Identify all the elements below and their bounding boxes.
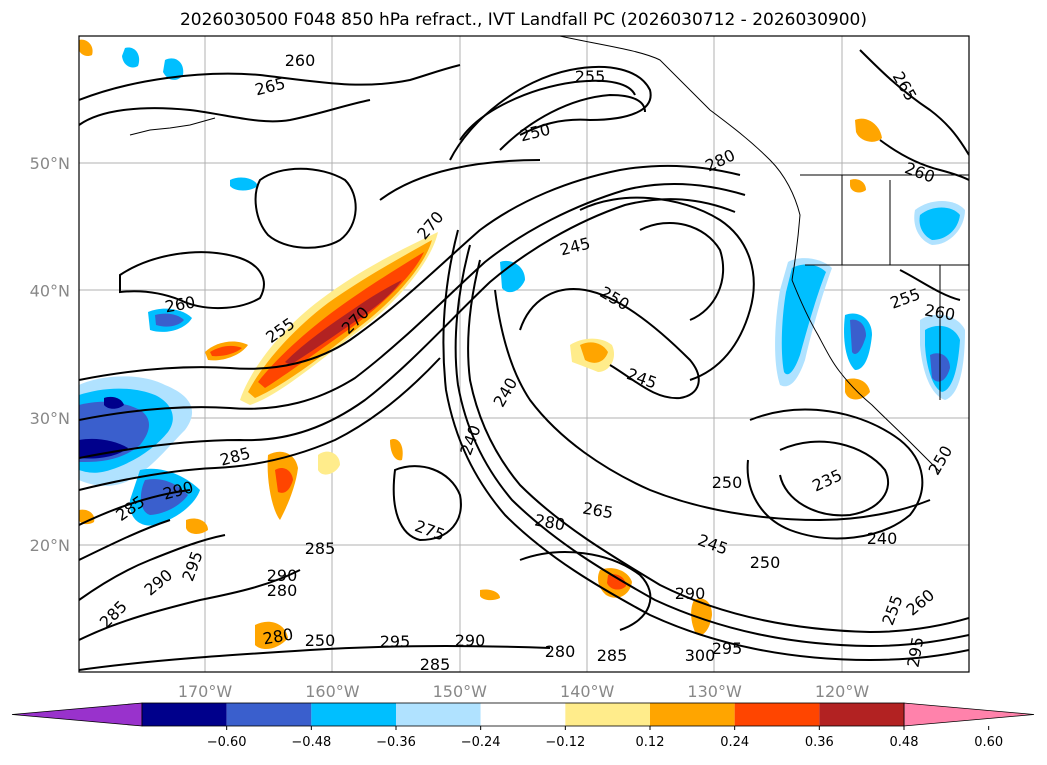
colorbar-swatch	[311, 703, 396, 726]
coastlines	[129, 36, 969, 473]
contour-label: 300	[685, 646, 716, 665]
colorbar-tick-label: −0.60	[207, 735, 247, 750]
colorbar-frame	[141, 702, 905, 727]
lon-label: 150°W	[433, 682, 488, 701]
contour-label: 290	[675, 584, 706, 603]
colorbar-swatch	[142, 703, 227, 726]
refractivity-contours	[79, 49, 969, 671]
colorbar-swatch	[565, 703, 650, 726]
contour-label: 285	[420, 655, 451, 674]
lon-label: 120°W	[815, 682, 870, 701]
contour-label: 285	[597, 646, 628, 665]
colorbar-tick-label: 0.24	[720, 735, 749, 750]
colorbar-extend-high	[903, 702, 1035, 727]
contour-label: 290	[455, 631, 486, 650]
colorbar-swatch	[650, 703, 735, 726]
colorbar-swatch	[226, 703, 312, 726]
colorbar-tick-label: 0.60	[974, 735, 1003, 750]
lat-label: 50°N	[30, 154, 70, 173]
colorbar-tick-label: 0.36	[805, 735, 834, 750]
contour-label: 285	[305, 539, 336, 558]
colorbar-tick-label: −0.48	[291, 735, 331, 750]
contour-label: 255	[575, 67, 606, 86]
contour-label: 280	[267, 581, 298, 600]
lon-label: 160°W	[305, 682, 360, 701]
longitude-labels: 170°W 160°W 150°W 140°W 130°W 120°W	[178, 682, 870, 701]
lon-label: 140°W	[560, 682, 615, 701]
colorbar-swatch	[819, 703, 904, 726]
lat-label: 20°N	[30, 536, 70, 555]
map-frame	[78, 35, 970, 673]
colorbar-tick-label: −0.12	[545, 735, 585, 750]
colorbar-swatch	[734, 703, 820, 726]
contour-label: 250	[750, 553, 781, 572]
colorbar-swatch	[396, 703, 481, 726]
lat-label: 30°N	[30, 409, 70, 428]
colorbar-extend-low	[11, 702, 143, 727]
contour-label: 295	[380, 632, 411, 651]
figure-title: 2026030500 F048 850 hPa refract., IVT La…	[179, 10, 867, 30]
colorbar-tick-label: −0.24	[461, 735, 501, 750]
contour-label: 295	[712, 639, 743, 658]
colorbar-tick-label: 0.48	[890, 735, 919, 750]
contour-label: 250	[712, 473, 743, 492]
lon-label: 130°W	[687, 682, 742, 701]
contour-label: 260	[285, 51, 316, 70]
lon-label: 170°W	[178, 682, 233, 701]
contour-label: 280	[545, 642, 576, 661]
contour-label: 250	[305, 631, 336, 650]
colorbar-swatch	[480, 703, 566, 726]
lat-label: 40°N	[30, 281, 70, 300]
colorbar: −0.60 −0.48 −0.36 −0.24 −0.12 0.12 0.24 0.36 0.4…	[11, 702, 1035, 750]
contour-label: 290	[267, 566, 298, 585]
latitude-labels: 50°N 40°N 30°N 20°N	[30, 154, 70, 555]
contour-label: 240	[867, 529, 898, 548]
colorbar-tick-label: −0.36	[376, 735, 416, 750]
colorbar-tick-label: 0.12	[636, 735, 665, 750]
